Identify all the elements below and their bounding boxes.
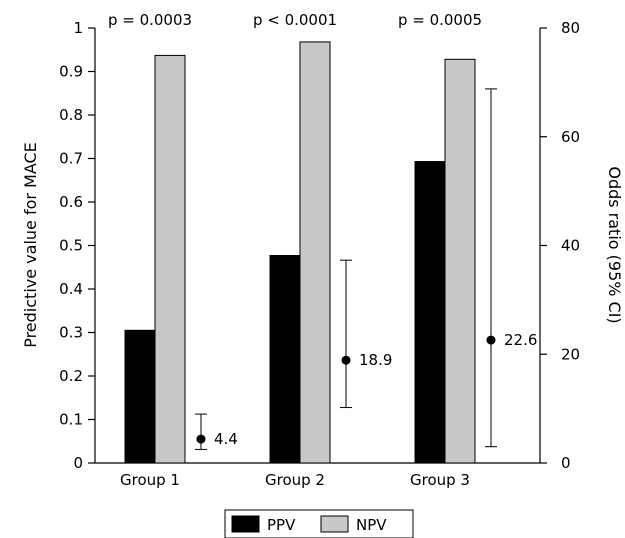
y-tick-label: 0.2 <box>59 367 83 385</box>
y-tick-label: 0.6 <box>59 193 83 211</box>
y2-tick-label: 0 <box>561 454 571 472</box>
bar-ppv <box>124 329 156 464</box>
p-value-label: p = 0.0005 <box>398 11 482 29</box>
y2-tick-label: 80 <box>561 19 580 37</box>
y-tick-label: 0 <box>73 454 83 472</box>
y-axis-title: Predictive value for MACE <box>21 142 40 348</box>
bar-ppv <box>414 161 446 464</box>
bar-ppv <box>269 255 301 464</box>
y2-tick-label: 20 <box>561 345 580 363</box>
y-tick-label: 0.3 <box>59 324 83 342</box>
odds-ratio-label: 4.4 <box>214 430 238 448</box>
y-tick-label: 0.7 <box>59 150 83 168</box>
bar-npv <box>299 41 331 464</box>
bar-npv <box>154 54 186 464</box>
category-label: Group 3 <box>410 471 470 489</box>
odds-ratio-label: 22.6 <box>504 331 537 349</box>
category-label: Group 1 <box>120 471 180 489</box>
y2-tick-label: 40 <box>561 237 580 255</box>
odds-ratio-point <box>486 335 496 345</box>
legend-label-npv: NPV <box>356 516 387 534</box>
bar-npv <box>444 58 476 464</box>
y-tick-label: 0.4 <box>59 280 83 298</box>
p-value-label: p < 0.0001 <box>253 11 337 29</box>
y-tick-label: 0.5 <box>59 237 83 255</box>
legend-label-ppv: PPV <box>267 516 296 534</box>
odds-ratio-point <box>196 434 206 444</box>
odds-ratio-point <box>341 355 351 365</box>
category-label: Group 2 <box>265 471 325 489</box>
y-tick-label: 0.9 <box>59 63 83 81</box>
y2-tick-label: 60 <box>561 128 580 146</box>
y-tick-label: 0.8 <box>59 106 83 124</box>
legend-swatch-ppv <box>231 515 260 533</box>
legend-swatch-npv <box>320 515 349 533</box>
y-tick-label: 0.1 <box>59 411 83 429</box>
p-value-label: p = 0.0003 <box>108 11 192 29</box>
y-tick-label: 1 <box>73 19 83 37</box>
y2-axis-title: Odds ratio (95% CI) <box>605 166 624 323</box>
odds-ratio-label: 18.9 <box>359 351 392 369</box>
